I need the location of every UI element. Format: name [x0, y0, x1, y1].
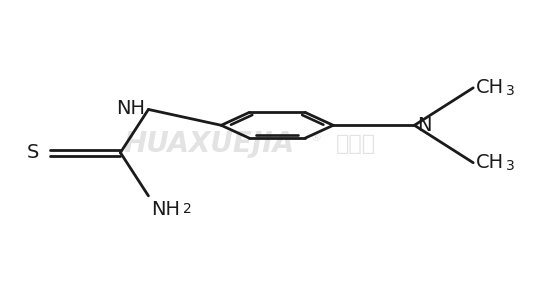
Text: S: S: [27, 143, 39, 162]
Text: 3: 3: [506, 159, 515, 173]
Text: HUAXUEJIA: HUAXUEJIA: [123, 130, 295, 158]
Text: CH: CH: [476, 153, 504, 172]
Text: 化学加: 化学加: [336, 134, 376, 154]
Text: NH: NH: [151, 200, 180, 219]
Text: CH: CH: [476, 78, 504, 97]
Text: NH: NH: [116, 98, 146, 118]
Text: ®: ®: [311, 133, 322, 143]
Text: N: N: [417, 116, 432, 135]
Text: 2: 2: [183, 202, 192, 216]
Text: 3: 3: [506, 84, 515, 98]
